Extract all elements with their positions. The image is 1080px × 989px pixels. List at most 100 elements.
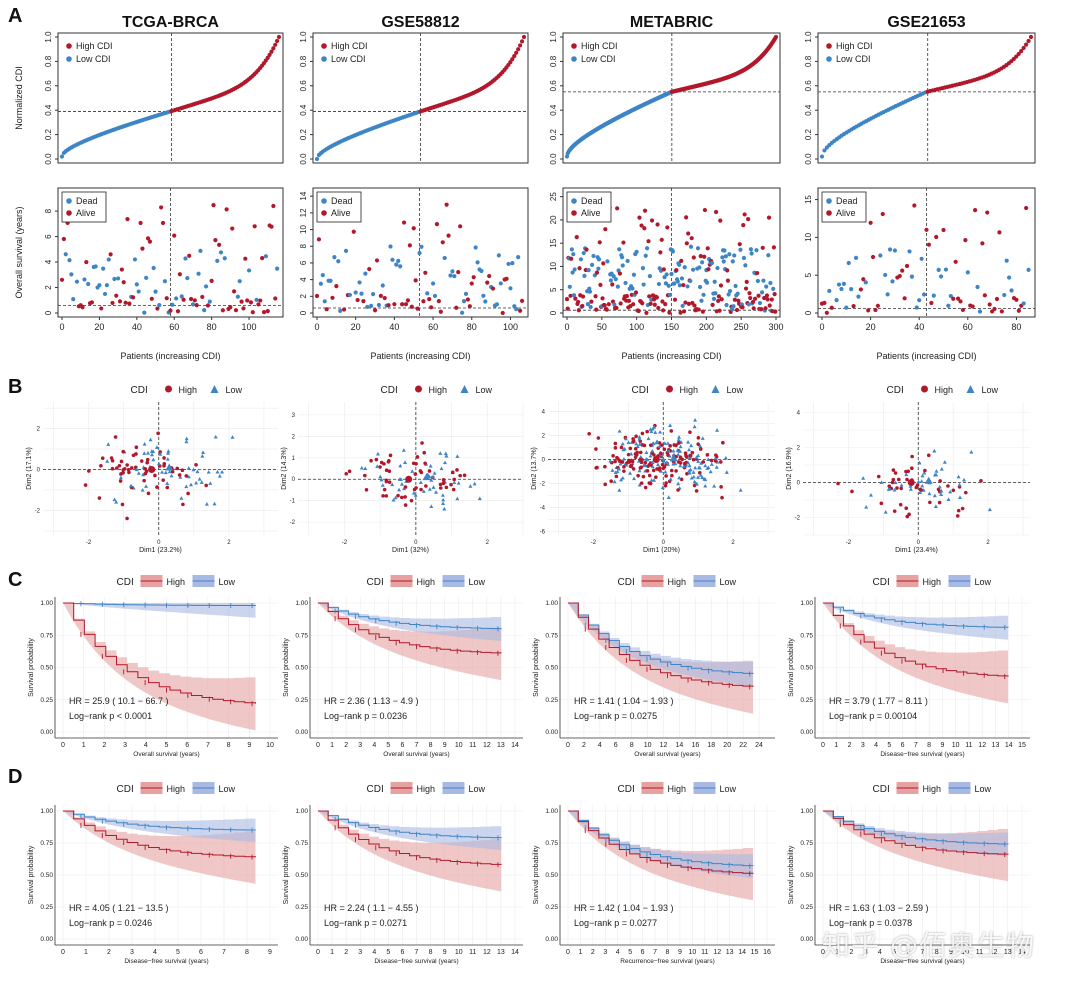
pca-legend-high-marker (666, 385, 673, 393)
os-point (314, 293, 320, 299)
os-point (508, 286, 513, 291)
x-tick-label: 5 (892, 949, 896, 956)
y-tick-label: 0.50 (40, 872, 53, 879)
panel-letter-D: D (8, 766, 22, 788)
os-point (237, 279, 242, 284)
pca-point-high (118, 479, 123, 483)
pca-point-low (380, 483, 385, 487)
os-point (679, 276, 685, 281)
os-point (601, 261, 606, 266)
x-tick-label: 0 (821, 949, 825, 956)
x-tick-label: 0 (414, 540, 418, 546)
pca-point-high (633, 452, 638, 456)
os-point (421, 299, 426, 304)
pca-point-low (958, 495, 963, 500)
pca-point-low (410, 469, 415, 473)
y-axis-label: Dim2 (17.1%) (26, 447, 33, 490)
pca-point-high (688, 430, 692, 434)
y-tick-label: 0.25 (40, 904, 53, 911)
pca-point-high (418, 469, 423, 473)
logrank-p-label: Log−rank p = 0.0246 (69, 918, 152, 928)
pca-point-low (413, 493, 418, 497)
os-point (63, 252, 68, 257)
os-point (720, 255, 725, 260)
pca-point-low (626, 440, 631, 445)
os-point (692, 303, 697, 308)
pca-point-low (920, 483, 925, 488)
pca-point-low (427, 487, 432, 491)
y-tick-label: 8 (44, 208, 53, 213)
pca-legend-high-marker (165, 385, 172, 393)
os-point (157, 302, 162, 308)
legend-alive-label: Alive (331, 208, 351, 218)
y-tick-label: 10 (299, 225, 308, 234)
km-curve-low (318, 810, 502, 839)
os-point (318, 281, 323, 286)
pca-point-low (208, 481, 213, 485)
km-curve-high (63, 602, 257, 704)
pca-point-low (648, 453, 653, 458)
os-point (215, 258, 220, 263)
os-point (365, 304, 370, 310)
os-point (102, 291, 108, 297)
os-point (153, 289, 158, 294)
pca-point-high (691, 457, 696, 462)
x-tick-label: 10 (688, 949, 696, 956)
y-tick-label: 0.8 (549, 55, 558, 67)
x-tick-label: 12 (660, 742, 668, 749)
x-tick-label: -2 (86, 540, 92, 546)
os-point (1009, 288, 1014, 293)
os-point (390, 257, 395, 262)
cdi-point (275, 38, 280, 44)
os-point (316, 237, 322, 242)
os-point (841, 281, 846, 286)
pca-point-high (645, 429, 649, 434)
cdi-point (519, 39, 525, 44)
pca-point-high (146, 491, 151, 496)
os-point (761, 278, 766, 283)
os-point (572, 267, 577, 272)
os-point (640, 301, 645, 306)
pca-point-high (660, 462, 665, 467)
legend-low-marker (571, 56, 577, 62)
pca-point-low (879, 480, 884, 485)
os-point (921, 292, 927, 297)
pca-point-low (391, 497, 396, 502)
os-point (987, 302, 992, 307)
pca-point-low (442, 506, 447, 511)
pca-point-high (918, 487, 923, 492)
y-tick-label: 0.25 (545, 697, 558, 704)
pca-point-high (718, 460, 723, 464)
os-point (341, 307, 347, 312)
pca-point-low (724, 470, 729, 474)
os-point (822, 300, 827, 306)
os-point (642, 208, 648, 213)
os-point (347, 292, 352, 298)
x-tick-label: -2 (342, 540, 348, 546)
pca-point-low (632, 476, 637, 481)
os-point (116, 276, 121, 281)
legend-low-label: Low CDI (581, 54, 616, 64)
os-point (669, 271, 674, 277)
x-tick-label: 13 (1004, 949, 1012, 956)
os-point (374, 258, 380, 263)
pca-point-high (427, 469, 432, 473)
os-point (696, 307, 701, 312)
pca-point-high (662, 447, 667, 452)
pca-point-high (414, 461, 418, 466)
y-tick-label: 6 (44, 234, 53, 239)
os-point (655, 222, 660, 227)
pca-point-high (642, 443, 647, 448)
pca-point-high (664, 481, 668, 485)
km-legend-high-label: High (668, 577, 687, 587)
pca-point-high (155, 485, 159, 489)
os-point (681, 282, 686, 288)
legend-alive-label: Alive (581, 208, 601, 218)
pca-point-high (628, 446, 633, 451)
pca-point-high (403, 503, 408, 507)
x-axis-label: Disease−free survival (years) (880, 958, 964, 965)
os-point (363, 271, 368, 276)
x-tick-label: 150 (664, 322, 679, 332)
os-point (320, 272, 325, 278)
pca-point-low (650, 448, 655, 453)
